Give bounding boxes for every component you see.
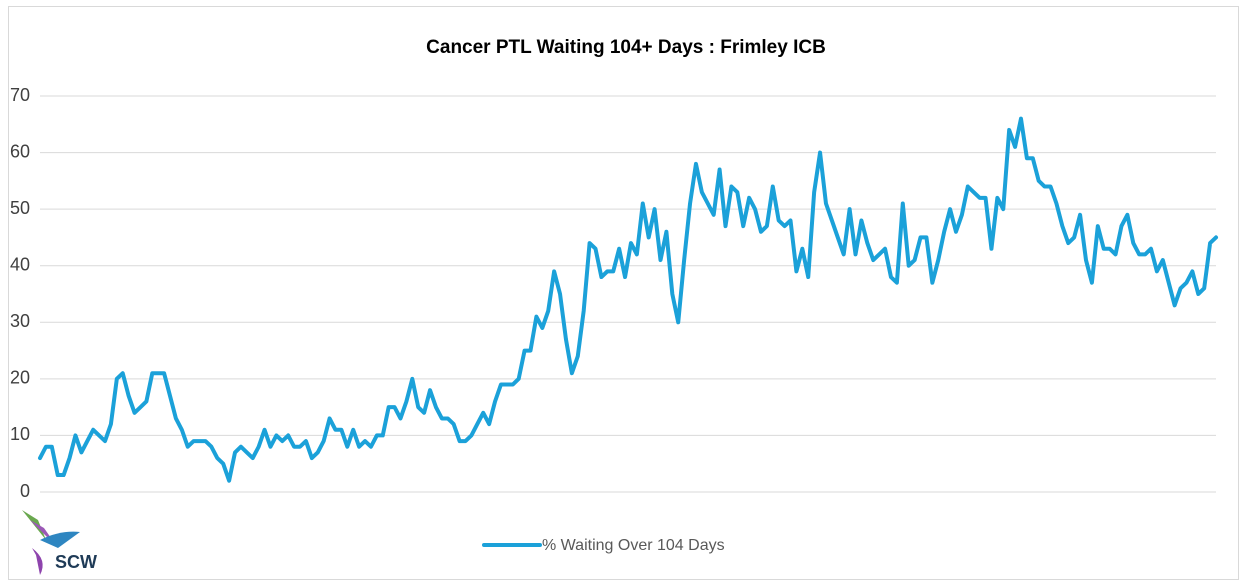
y-tick-label: 30 — [10, 311, 30, 331]
y-tick-label: 60 — [10, 141, 30, 161]
y-tick-label: 10 — [10, 424, 30, 444]
y-tick-label: 0 — [20, 481, 30, 501]
y-tick-label: 20 — [10, 368, 30, 388]
logo-text: SCW — [55, 552, 97, 572]
y-tick-label: 70 — [10, 85, 30, 105]
logo: SCW — [22, 510, 97, 575]
y-tick-label: 40 — [10, 254, 30, 274]
chart-title: Cancer PTL Waiting 104+ Days : Frimley I… — [426, 37, 826, 58]
legend-label: % Waiting Over 104 Days — [542, 537, 725, 554]
y-tick-label: 50 — [10, 198, 30, 218]
data-line — [38, 116, 1218, 483]
chart-border — [8, 6, 1239, 580]
